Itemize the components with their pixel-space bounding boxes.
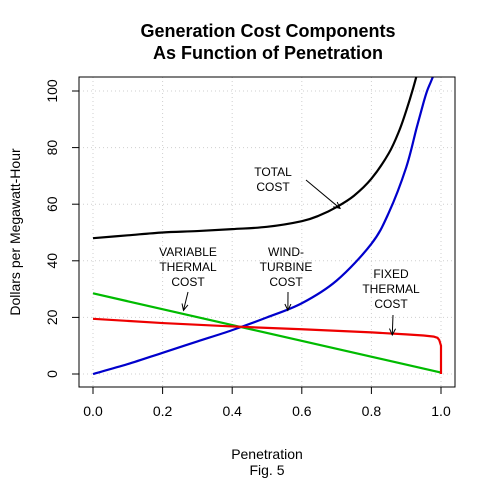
- annotation-2-line-2: COST: [269, 275, 303, 289]
- grid: [79, 77, 455, 387]
- wind-turbine-cost-line: [92, 77, 435, 376]
- annotation-3-line-0: FIXED: [373, 267, 409, 281]
- x-tick-label-2: 0.4: [222, 403, 242, 419]
- annotations: TOTALCOSTVARIABLETHERMALCOSTWIND-TURBINE…: [159, 165, 420, 337]
- total-cost-line: [92, 77, 418, 240]
- annotation-1-line-0: VARIABLE: [159, 245, 217, 259]
- y-tick-label-2: 40: [44, 253, 60, 269]
- x-tick-label-3: 0.6: [292, 403, 312, 419]
- annotation-3-arrow: [391, 314, 394, 335]
- annotation-1-arrow: [182, 291, 189, 311]
- annotation-3-line-2: COST: [374, 297, 408, 311]
- annotation-2-line-1: TURBINE: [260, 260, 313, 274]
- y-tick-label-1: 20: [44, 309, 60, 325]
- annotation-3-line-1: THERMAL: [362, 282, 420, 296]
- x-tick-label-4: 0.8: [362, 403, 382, 419]
- x-axis: 0.0 0.2 0.4 0.6 0.8 1.0: [83, 386, 451, 419]
- plot-box: [78, 76, 456, 388]
- annotation-0-arrow: [305, 179, 341, 209]
- annotation-2-line-0: WIND-: [268, 245, 304, 259]
- chart-title-line1: Generation Cost Components: [140, 21, 395, 41]
- series-group: [92, 77, 443, 376]
- x-tick-label-0: 0.0: [83, 403, 103, 419]
- chart-title-line2: As Function of Penetration: [153, 43, 383, 63]
- annotation-0-line-0: TOTAL: [254, 165, 292, 179]
- y-axis: 0 20 40 60 80 100: [44, 79, 80, 378]
- annotation-2-arrowhead: [284, 303, 292, 312]
- variable-thermal-cost-line: [92, 292, 442, 374]
- y-tick-label-4: 80: [44, 140, 60, 156]
- annotation-3-arrowhead: [389, 328, 396, 337]
- annotation-0-arrowhead: [333, 201, 341, 210]
- annotation-1-arrowhead: [181, 303, 189, 312]
- figure-caption: Fig. 5: [249, 462, 284, 478]
- y-tick-label-0: 0: [44, 370, 60, 378]
- y-axis-label: Dollars per Megawatt-Hour: [7, 148, 23, 316]
- x-tick-label-1: 0.2: [153, 403, 173, 419]
- annotation-1-line-1: THERMAL: [159, 260, 217, 274]
- fixed-thermal-cost-line: [92, 317, 443, 374]
- x-tick-label-5: 1.0: [431, 403, 451, 419]
- annotation-1-line-2: COST: [171, 275, 205, 289]
- x-axis-label: Penetration: [231, 446, 303, 462]
- y-tick-label-3: 60: [44, 196, 60, 212]
- annotation-0-line-1: COST: [256, 180, 290, 194]
- y-tick-label-5: 100: [44, 79, 60, 103]
